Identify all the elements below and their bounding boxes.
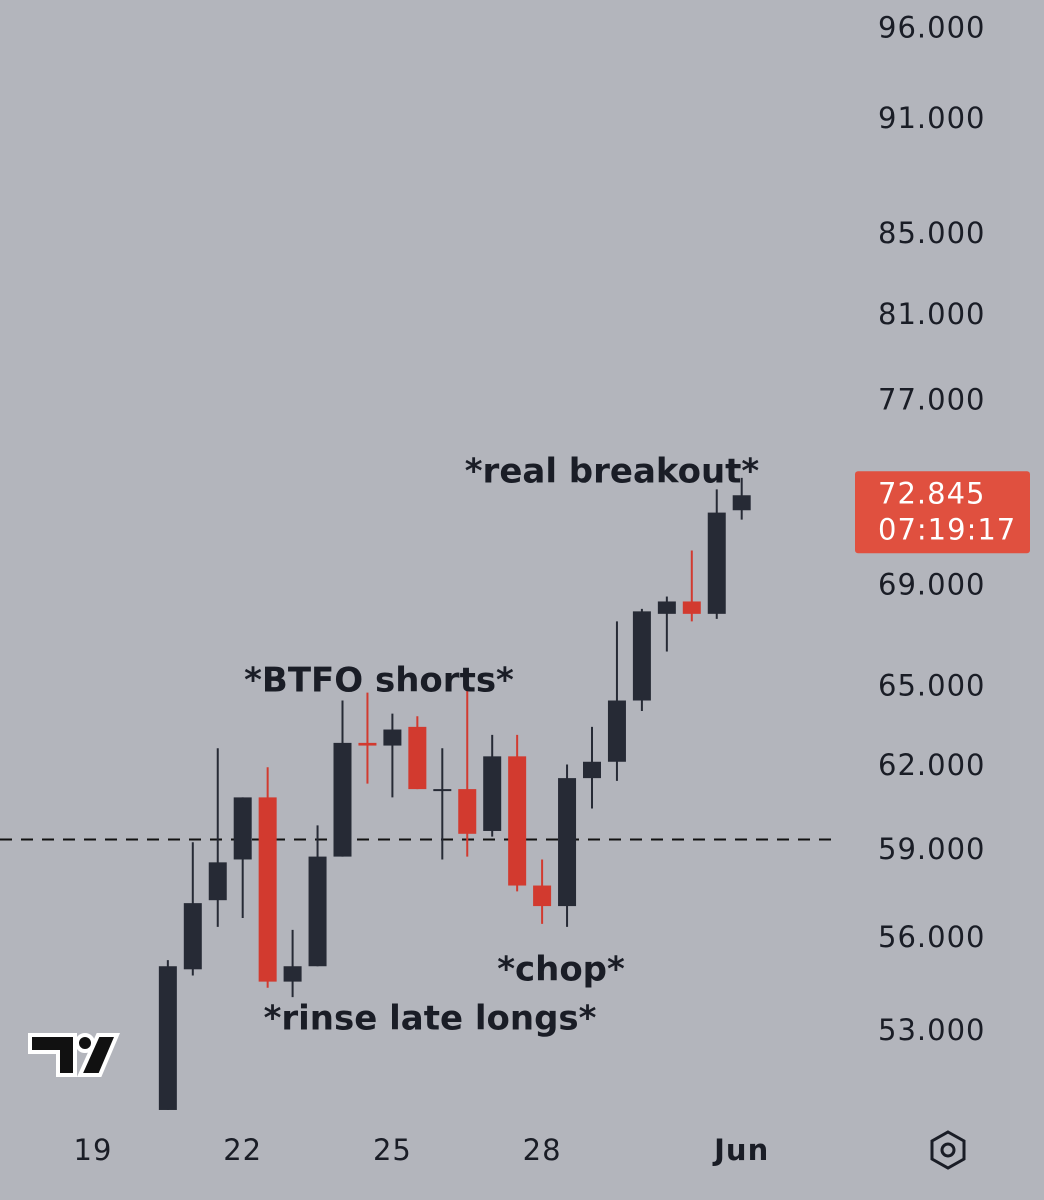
candle-body bbox=[258, 797, 277, 982]
y-tick-label: 53.000 bbox=[878, 1013, 985, 1047]
candle-body bbox=[183, 903, 202, 970]
candle-body bbox=[508, 756, 527, 886]
candle-body bbox=[707, 512, 726, 614]
candle-body bbox=[682, 601, 701, 614]
last-price-box bbox=[855, 471, 1030, 554]
y-tick-label: 91.000 bbox=[878, 101, 985, 135]
y-tick-label: 96.000 bbox=[878, 11, 985, 45]
y-tick-label: 56.000 bbox=[878, 920, 985, 954]
annotation: *BTFO shorts* bbox=[244, 661, 514, 701]
plot-area: 96.000 91.000 85.000 81.000 77.000 69.000 65.0… bbox=[0, 11, 985, 1167]
y-tick-label: 65.000 bbox=[878, 668, 985, 702]
y-tick-label: 59.000 bbox=[878, 832, 985, 866]
countdown-label: 07:19:17 bbox=[878, 512, 1016, 546]
y-tick-label: 62.000 bbox=[878, 748, 985, 782]
candle-body bbox=[333, 742, 352, 857]
candle-body bbox=[408, 726, 427, 790]
candle-body bbox=[558, 778, 577, 907]
annotation: *rinse late longs* bbox=[264, 999, 597, 1039]
x-tick-label: 28 bbox=[523, 1133, 562, 1167]
tradingview-logo bbox=[28, 1033, 121, 1077]
candle-body bbox=[632, 611, 651, 701]
candle-body bbox=[483, 756, 502, 831]
candle-body bbox=[383, 729, 402, 746]
y-tick-label: 81.000 bbox=[878, 297, 985, 331]
x-tick-label: Jun bbox=[712, 1133, 769, 1167]
x-tick-label: 22 bbox=[223, 1133, 262, 1167]
candle-body bbox=[533, 885, 552, 907]
candle-body bbox=[208, 862, 227, 901]
candle-body bbox=[607, 700, 626, 762]
candle-body bbox=[732, 495, 751, 511]
y-tick-label: 69.000 bbox=[878, 568, 985, 602]
y-tick-label: 77.000 bbox=[878, 383, 985, 417]
candle-body bbox=[358, 742, 377, 746]
candle-body bbox=[458, 789, 477, 834]
y-tick-label: 85.000 bbox=[878, 216, 985, 250]
x-tick-label: 19 bbox=[74, 1133, 113, 1167]
annotation: *chop* bbox=[497, 950, 625, 990]
candle-body bbox=[583, 761, 601, 779]
candle-body bbox=[433, 789, 452, 792]
candle-body bbox=[657, 601, 676, 614]
x-tick-label: 25 bbox=[373, 1133, 412, 1167]
settings-button[interactable] bbox=[930, 1130, 966, 1170]
annotation: *real breakout* bbox=[465, 452, 760, 492]
candle-body bbox=[158, 966, 177, 1110]
candle-body bbox=[308, 856, 327, 967]
last-price-label: 72.845 bbox=[878, 476, 985, 510]
candle-body bbox=[233, 797, 252, 860]
candle-body bbox=[283, 966, 302, 982]
